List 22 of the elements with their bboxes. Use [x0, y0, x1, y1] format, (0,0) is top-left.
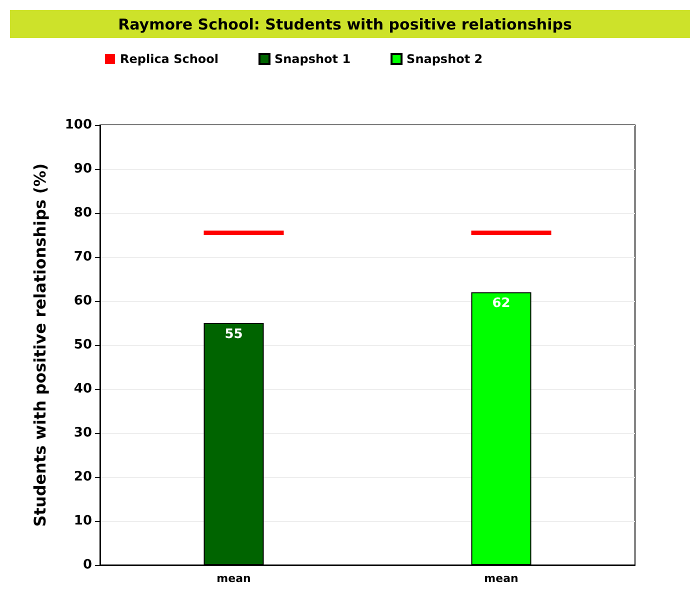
y-tick-label: 70	[74, 250, 92, 264]
y-tick-label: 80	[74, 206, 92, 220]
y-tick-label: 100	[64, 118, 92, 132]
y-tick-label: 60	[74, 294, 92, 308]
y-tick-label: 20	[74, 470, 92, 484]
legend-label: Replica School	[120, 52, 218, 66]
y-tick-label: 90	[74, 162, 92, 176]
data-label: 55	[224, 327, 243, 342]
y-tick-label: 10	[74, 514, 92, 528]
legend-label: Snapshot 2	[406, 52, 483, 66]
bar	[471, 230, 552, 235]
y-tick-label: 40	[74, 382, 92, 396]
x-tick-label: mean	[484, 572, 518, 585]
legend-label: Snapshot 1	[274, 52, 351, 66]
x-tick-label: mean	[216, 572, 251, 585]
data-label: 62	[492, 296, 510, 312]
y-tick-label: 0	[82, 558, 92, 572]
y-axis-title: Students with positive relationships (%)	[30, 163, 50, 527]
y-tick-label: 50	[74, 338, 92, 352]
chart-title: Raymore School: Students with positive relationships	[118, 16, 572, 34]
y-tick-label: 30	[74, 426, 92, 440]
bar	[204, 230, 284, 235]
